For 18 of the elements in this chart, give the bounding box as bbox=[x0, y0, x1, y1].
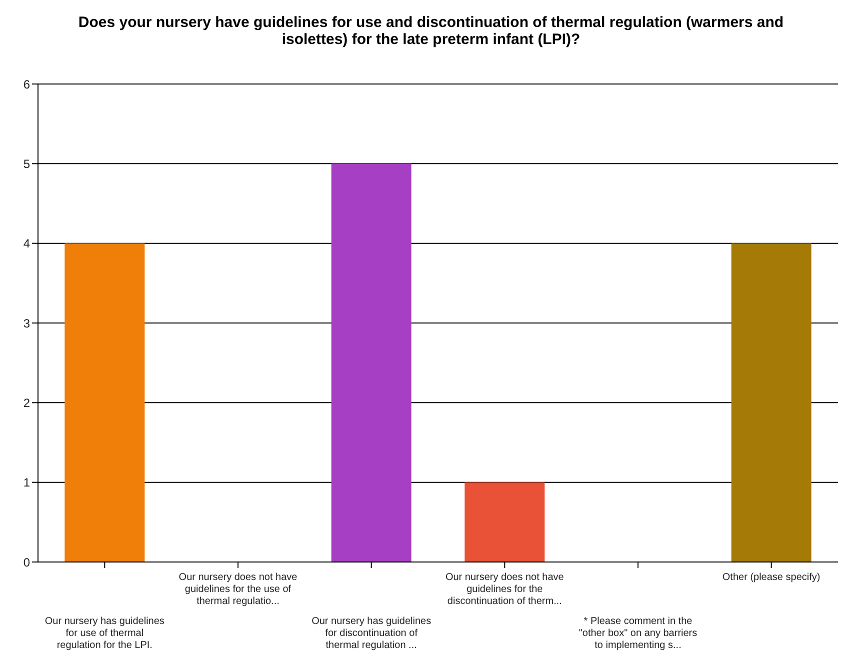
x-tick-label: Our nursery does not have guidelines for the use of thermal regulatio... bbox=[178, 572, 298, 607]
x-tick-label: Our nursery has guidelines for use of thermal regulation for the LPI. bbox=[44, 616, 164, 651]
y-tick-label: 1 bbox=[23, 476, 30, 490]
bar bbox=[731, 243, 812, 562]
y-tick-label: 2 bbox=[23, 396, 30, 410]
bar bbox=[331, 164, 412, 562]
bar bbox=[464, 482, 545, 562]
y-tick-label: 4 bbox=[23, 236, 30, 251]
x-tick-label: * Please comment in the "other box" on any barriers to implementing s... bbox=[578, 616, 698, 651]
y-tick-label: 6 bbox=[23, 77, 30, 92]
bar bbox=[64, 243, 145, 562]
x-tick-label: Our nursery has guidelines for discontinuation of thermal regulation ... bbox=[312, 616, 432, 651]
y-tick-label: 3 bbox=[23, 316, 30, 330]
x-tick-label: Our nursery does not have guidelines for the discontinuation of therm... bbox=[445, 572, 564, 607]
y-tick-label: 5 bbox=[23, 156, 30, 171]
chart-title: Does your nursery have guidelines for use and discontinuation of thermal regulation (warmers and isolettes) for the late preterm infant (LPI)? bbox=[77, 13, 785, 50]
y-tick-label: 0 bbox=[23, 555, 30, 570]
x-tick-label: Other (please specify) bbox=[722, 572, 820, 583]
